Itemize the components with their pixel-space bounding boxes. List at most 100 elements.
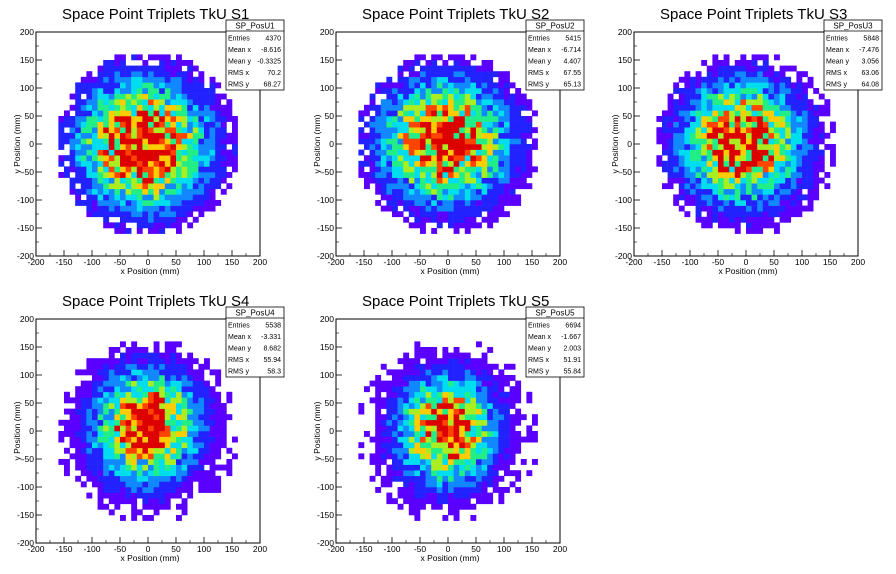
heatmap-cell (673, 166, 680, 173)
heatmap-cell (215, 138, 222, 145)
heatmap-cell (487, 82, 494, 89)
heatmap-cell (790, 116, 797, 122)
heatmap-cell (220, 149, 227, 156)
heatmap-cell (204, 88, 210, 94)
heatmap-cell (673, 160, 680, 167)
heatmap-cell (380, 194, 387, 201)
heatmap-cell (181, 188, 188, 195)
heatmap-cell (192, 391, 199, 398)
heatmap-cell (125, 419, 132, 426)
heatmap-cell (515, 104, 522, 111)
heatmap-cell (103, 386, 110, 393)
heatmap-cell (64, 121, 70, 128)
heatmap-cell (476, 144, 482, 150)
heatmap-cell (403, 76, 410, 83)
heatmap-cell (108, 194, 115, 201)
heatmap-cell (64, 166, 70, 173)
heatmap-cell (187, 481, 194, 488)
heatmap-cell (97, 503, 104, 510)
heatmap-cell (504, 149, 510, 156)
heatmap-cell (470, 65, 477, 72)
heatmap-cell (459, 200, 466, 206)
heatmap-cell (114, 155, 121, 162)
heatmap-cell (159, 166, 166, 173)
heatmap-cell (92, 436, 98, 443)
heatmap-cell (740, 110, 747, 117)
heatmap-cell (136, 54, 143, 61)
heatmap-cell (86, 205, 93, 212)
heatmap-cell (136, 358, 143, 365)
heatmap-cell (153, 138, 160, 145)
heatmap-cell (420, 149, 426, 156)
y-tick-label: 100 (20, 370, 34, 380)
heatmap-cell (448, 487, 454, 493)
heatmap-cell (380, 132, 387, 139)
heatmap-cell (768, 160, 775, 167)
heatmap-cell (148, 205, 154, 212)
heatmap-cell (209, 431, 216, 437)
heatmap-cell (678, 121, 685, 128)
heatmap-cell (740, 132, 747, 139)
heatmap-cell (69, 453, 76, 460)
heatmap-cell (392, 155, 398, 162)
heatmap-cell (701, 138, 708, 145)
heatmap-cell (684, 144, 691, 150)
heatmap-cell (108, 188, 115, 195)
heatmap-cell (706, 93, 713, 100)
heatmap-cell (746, 222, 752, 229)
heatmap-cell (164, 82, 171, 89)
heatmap-cell (431, 149, 438, 156)
heatmap-cell (442, 419, 449, 426)
heatmap-cell (425, 99, 432, 106)
heatmap-cell (712, 71, 719, 78)
heatmap-cell (414, 82, 421, 89)
heatmap-cell (459, 481, 466, 488)
heatmap-cell (678, 144, 685, 150)
heatmap-cell (762, 144, 769, 150)
heatmap-cell (762, 200, 769, 206)
heatmap-cell (813, 149, 820, 156)
heatmap-cell (442, 492, 449, 499)
heatmap-cell (75, 447, 82, 454)
heatmap-cell (751, 183, 758, 190)
heatmap-cell (762, 121, 769, 128)
heatmap-cell (392, 149, 398, 156)
heatmap-cell (386, 431, 393, 437)
heatmap-cell (86, 492, 93, 499)
heatmap-cell (159, 419, 166, 426)
heatmap-cell (220, 104, 227, 111)
heatmap-cell (470, 149, 477, 156)
heatmap-cell (64, 397, 70, 404)
heatmap-cell (114, 127, 121, 134)
heatmap-cell (176, 363, 182, 370)
heatmap-cell (481, 60, 488, 66)
heatmap-cell (114, 116, 121, 122)
heatmap-cell (414, 408, 421, 415)
heatmap-cell (436, 93, 443, 100)
heatmap-cell (723, 183, 730, 190)
heatmap-cell (453, 503, 460, 510)
heatmap-cell (97, 132, 104, 139)
heatmap-cell (170, 194, 177, 201)
heatmap-cell (136, 436, 143, 443)
heatmap-cell (148, 138, 154, 145)
heatmap-cell (414, 172, 421, 178)
heatmap-cell (114, 419, 121, 426)
heatmap-cell (408, 160, 415, 167)
heatmap-cell (375, 110, 382, 117)
heatmap-cell (114, 132, 121, 139)
heatmap-cell (464, 155, 471, 162)
heatmap-cell (746, 216, 752, 223)
heatmap-cell (392, 104, 398, 111)
heatmap-cell (436, 492, 443, 499)
heatmap-cell (690, 138, 696, 145)
heatmap-cell (192, 121, 199, 128)
heatmap-cell (58, 121, 65, 128)
heatmap-cell (392, 211, 398, 218)
heatmap-cell (209, 76, 216, 83)
heatmap-cell (136, 216, 143, 223)
heatmap-cell (673, 200, 680, 206)
heatmap-cell (142, 205, 149, 212)
heatmap-cell (487, 132, 494, 139)
